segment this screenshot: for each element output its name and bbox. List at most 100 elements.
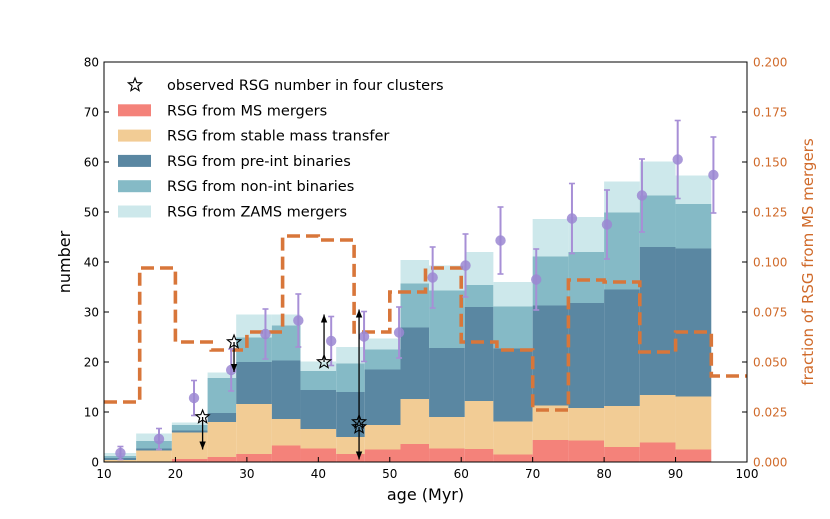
bar-zams xyxy=(136,433,172,441)
observed-star xyxy=(350,418,368,434)
legend-star-icon xyxy=(126,76,144,92)
legend-label: RSG from non-int binaries xyxy=(167,179,354,195)
sim-point xyxy=(672,154,683,165)
sim-point xyxy=(260,328,271,340)
bar-pre_int xyxy=(639,247,676,395)
y2-tick-label: 0.000 xyxy=(753,456,787,470)
x-tick-label: 20 xyxy=(168,467,183,481)
bar-ms_mergers xyxy=(568,440,605,462)
bar-stable_mt xyxy=(300,429,337,449)
bar-non_int xyxy=(568,252,605,303)
sim-point xyxy=(188,392,200,404)
bar-zams xyxy=(336,347,365,364)
sim-point xyxy=(566,213,578,224)
x-tick-label: 40 xyxy=(311,467,326,481)
bar-stable_mt xyxy=(364,425,401,450)
axis-ticks: 10 20 30 40 50 60 70 80 90 100010203040506070800.… xyxy=(84,56,788,482)
bar-non_int xyxy=(300,371,337,390)
sim-point xyxy=(708,169,719,181)
bar-stable_mt xyxy=(136,450,172,462)
bar-ms_mergers xyxy=(429,448,465,462)
bar-pre_int xyxy=(464,307,494,401)
y-tick-label: 40 xyxy=(84,256,99,270)
sim-point xyxy=(531,274,542,285)
sim-point xyxy=(495,235,506,246)
observed-star xyxy=(194,408,211,424)
bar-non_int xyxy=(639,195,676,247)
bar-non_int xyxy=(364,349,401,370)
x-tick-label: 80 xyxy=(596,467,611,481)
legend-label: RSG from MS mergers xyxy=(167,103,327,119)
bar-pre_int xyxy=(604,289,640,406)
y2-tick-label: 0.175 xyxy=(753,106,787,120)
y2-tick-label: 0.150 xyxy=(753,156,787,170)
y-tick-label: 20 xyxy=(84,356,99,370)
bar-stable_mt xyxy=(336,437,365,454)
legend-label: RSG from pre-int binaries xyxy=(167,154,351,170)
bar-ms_mergers xyxy=(400,444,430,462)
bar-stable_mt xyxy=(236,404,272,454)
bar-zams xyxy=(493,282,533,307)
bar-stable_mt xyxy=(464,401,494,449)
bar-pre_int xyxy=(336,392,365,437)
arrow-head xyxy=(199,441,206,450)
bar-stable_mt xyxy=(400,399,430,444)
bar-stable_mt xyxy=(493,421,533,455)
bar-stable_mt xyxy=(271,419,301,446)
x-tick-label: 70 xyxy=(525,467,540,481)
bar-pre_int xyxy=(171,430,208,433)
sim-point xyxy=(325,335,337,347)
legend-swatch-ms_mergers xyxy=(118,104,151,117)
bar-zams xyxy=(675,175,712,204)
x-tick-label: 90 xyxy=(668,467,683,481)
arrow-head xyxy=(320,314,328,323)
y2-tick-label: 0.050 xyxy=(753,356,787,370)
simulated-points xyxy=(115,119,719,461)
bar-ms_mergers xyxy=(493,454,533,462)
sim-point xyxy=(636,190,648,201)
legend-swatch-pre_int xyxy=(118,154,151,167)
y-axis-title: number xyxy=(55,230,74,293)
bar-non_int xyxy=(464,285,494,307)
bar-stable_mt xyxy=(675,396,712,450)
bar-ms_mergers xyxy=(271,445,301,462)
bar-pre_int xyxy=(300,390,337,429)
bar-ms_mergers xyxy=(171,459,208,462)
y-tick-label: 70 xyxy=(84,106,99,120)
bar-pre_int xyxy=(236,362,272,404)
legend-label: observed RSG number in four clusters xyxy=(167,78,444,94)
sim-point xyxy=(115,447,126,459)
bar-zams xyxy=(364,338,401,350)
bar-stable_mt xyxy=(207,422,237,457)
y2-tick-label: 0.125 xyxy=(753,206,787,220)
bar-non_int xyxy=(171,425,208,431)
y2-axis-title: fraction of RSG from MS mergers xyxy=(799,138,817,386)
bar-zams xyxy=(604,181,640,213)
arrow-head xyxy=(230,364,238,372)
bar-non_int xyxy=(336,363,365,392)
sim-point xyxy=(601,219,613,230)
y2-tick-label: 0.025 xyxy=(753,406,787,420)
fraction-step-line xyxy=(104,234,747,412)
bar-pre_int xyxy=(136,448,172,451)
bar-pre_int xyxy=(207,413,237,422)
x-tick-label: 50 xyxy=(382,467,397,481)
sim-point xyxy=(427,272,438,283)
bar-ms_mergers xyxy=(207,457,237,462)
legend-swatch-zams xyxy=(118,205,151,218)
arrow-head xyxy=(355,309,363,318)
x-axis-title: age (Myr) xyxy=(387,485,464,504)
bar-pre_int xyxy=(400,327,430,399)
x-tick-label: 10 xyxy=(96,467,111,481)
y2-tick-label: 0.075 xyxy=(753,306,787,320)
sim-point xyxy=(393,327,405,338)
bar-pre_int xyxy=(271,360,301,419)
sim-point xyxy=(358,331,370,342)
bar-stable_mt xyxy=(568,408,605,441)
bar-zams xyxy=(207,372,237,378)
y-tick-label: 50 xyxy=(84,206,99,220)
observed-star xyxy=(225,333,243,349)
arrow-head xyxy=(355,451,363,460)
bar-non_int xyxy=(675,204,712,249)
